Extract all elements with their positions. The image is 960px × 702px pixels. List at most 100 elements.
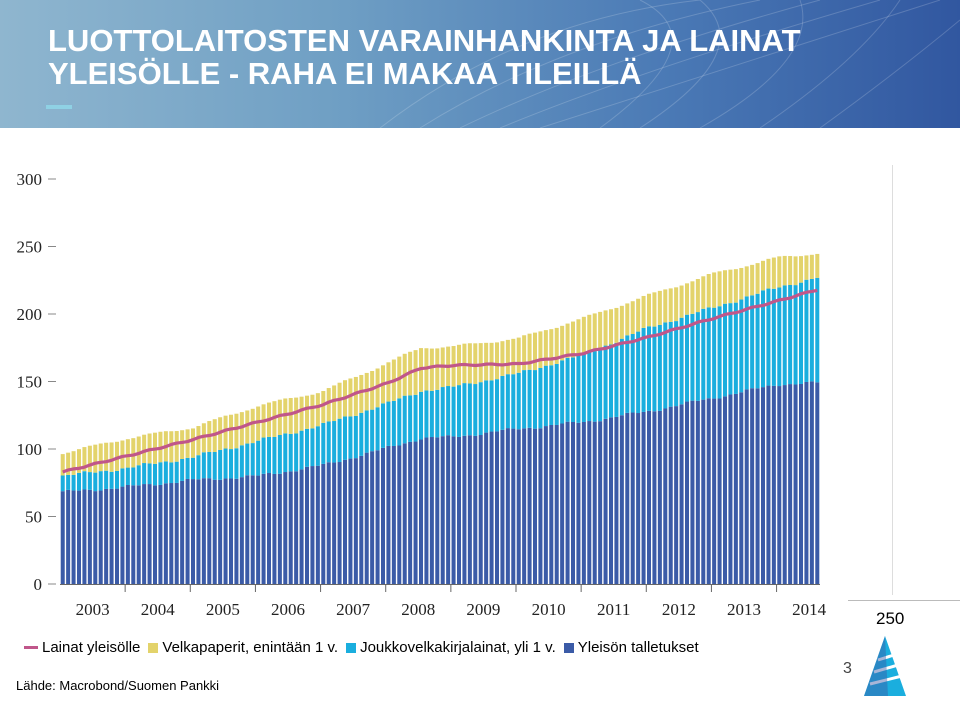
x-tick-label: 2008: [401, 600, 435, 619]
bar-segment: [435, 437, 440, 584]
bar-segment: [223, 478, 228, 584]
source-note: Lähde: Macrobond/Suomen Pankki: [16, 678, 220, 693]
legend-swatch-loans: [24, 646, 38, 649]
bar-segment: [663, 322, 668, 409]
bar-segment: [147, 484, 152, 584]
bar-segment: [402, 443, 407, 584]
bar-segment: [516, 429, 521, 584]
bar-segment: [435, 389, 440, 438]
bar-segment: [147, 463, 152, 485]
bar-segment: [60, 454, 65, 476]
bar-segment: [158, 484, 163, 584]
bar-segment: [473, 343, 478, 385]
bars-group: [60, 253, 820, 584]
bar-segment: [446, 435, 451, 584]
bar-segment: [131, 438, 136, 468]
bar-segment: [538, 428, 543, 584]
bar-segment: [592, 313, 597, 352]
bar-segment: [228, 478, 234, 584]
bar-segment: [695, 400, 700, 584]
bar-segment: [608, 309, 614, 345]
bar-segment: [332, 462, 337, 584]
bar-segment: [223, 448, 228, 479]
bar-segment: [71, 451, 76, 475]
bar-segment: [484, 380, 489, 433]
bar-segment: [294, 397, 299, 434]
bar-segment: [755, 293, 760, 389]
bar-segment: [380, 403, 386, 448]
bar-segment: [304, 466, 310, 584]
bar-segment: [353, 376, 358, 416]
bar-segment: [641, 411, 646, 584]
bar-segment: [82, 447, 87, 472]
title-line-2: YLEISÖLLE - RAHA EI MAKAA TILEILLÄ: [48, 56, 642, 91]
bar-segment: [234, 448, 239, 479]
bar-segment: [663, 408, 668, 584]
bar-segment: [565, 357, 570, 422]
bar-segment: [299, 430, 304, 470]
bar-segment: [679, 317, 684, 405]
bar-segment: [777, 287, 782, 387]
bar-segment: [733, 302, 738, 394]
bar-segment: [788, 256, 793, 285]
bar-segment: [636, 413, 641, 584]
title-underline: [46, 105, 72, 109]
bar-segment: [66, 452, 71, 475]
bar-segment: [793, 256, 798, 286]
x-tick-label: 2009: [466, 600, 500, 619]
bar-segment: [706, 398, 711, 584]
bar-segment: [717, 398, 722, 584]
title-line-1: LUOTTOLAITOSTEN VARAINHANKINTA JA LAINAT: [48, 23, 801, 58]
bar-segment: [630, 412, 635, 584]
bar-segment: [418, 439, 424, 584]
bar-segment: [630, 301, 635, 334]
bar-segment: [332, 385, 337, 422]
x-tick-label: 2003: [76, 600, 110, 619]
bar-segment: [207, 451, 212, 479]
bar-segment: [473, 435, 478, 584]
y-tick-label: 200: [17, 305, 43, 324]
bar-segment: [234, 413, 239, 449]
bar-segment: [294, 433, 299, 472]
bar-segment: [120, 468, 125, 487]
bar-segment: [755, 388, 760, 584]
bar-segment: [625, 303, 630, 336]
bar-segment: [402, 395, 407, 444]
bar-segment: [348, 378, 353, 417]
bar-segment: [467, 343, 472, 384]
bar-segment: [408, 441, 413, 584]
bar-segment: [370, 409, 375, 452]
bar-segment: [815, 277, 820, 383]
x-tick-label: 2006: [271, 600, 305, 619]
bar-segment: [277, 434, 282, 474]
bar-segment: [489, 380, 494, 432]
bar-segment: [326, 421, 331, 463]
bar-segment: [440, 436, 445, 584]
bar-segment: [218, 479, 223, 584]
x-tick-label: 2012: [662, 600, 696, 619]
bar-segment: [299, 469, 304, 584]
bar-segment: [668, 321, 673, 407]
bar-segment: [201, 478, 206, 584]
bar-segment: [554, 327, 559, 364]
bar-segment: [467, 383, 472, 436]
bar-segment: [359, 412, 364, 456]
bar-segment: [66, 489, 71, 584]
bar-segment: [299, 396, 304, 431]
bar-segment: [690, 281, 695, 314]
bar-segment: [543, 365, 548, 427]
bar-segment: [505, 428, 510, 584]
bar-segment: [793, 384, 798, 584]
bar-segment: [380, 447, 386, 584]
bar-segment: [201, 452, 206, 479]
bar-segment: [608, 344, 614, 418]
bar-segment: [755, 263, 760, 294]
bar-segment: [413, 350, 418, 395]
bar-segment: [809, 254, 814, 279]
bar-segment: [603, 345, 608, 419]
bar-segment: [614, 342, 619, 417]
bar-segment: [625, 412, 630, 584]
chart-legend: Lainat yleisölle Velkapaperit, enintään …: [24, 639, 707, 656]
bar-segment: [619, 415, 624, 584]
bar-segment: [212, 451, 217, 480]
